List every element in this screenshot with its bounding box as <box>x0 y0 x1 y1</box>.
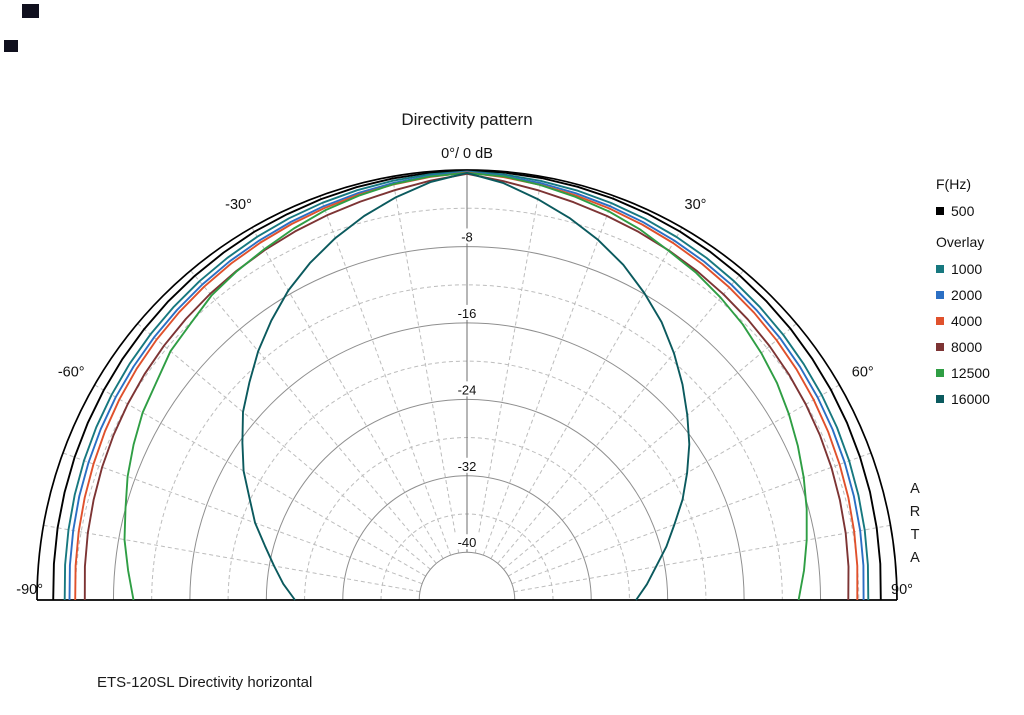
db-tick-label: -32 <box>458 459 477 474</box>
grid-spoke <box>508 384 840 577</box>
grid-spoke <box>511 452 872 585</box>
legend-item: 1000 <box>936 256 1022 282</box>
grid-spoke <box>391 176 460 554</box>
arta-letter: A <box>910 550 920 566</box>
legend-fhz-header: F(Hz) <box>936 176 971 192</box>
grid-spoke <box>474 176 543 554</box>
legend-swatch <box>936 291 944 299</box>
legend-swatch <box>936 343 944 351</box>
grid-spoke <box>43 524 421 593</box>
grid-ring-dashed <box>227 360 707 601</box>
legend-item-label: 12500 <box>951 365 990 381</box>
legend-item-label: 8000 <box>951 339 983 355</box>
screen-artifact <box>22 4 39 18</box>
angle-label: -90° <box>16 582 43 598</box>
db-tick-label: -16 <box>458 306 477 321</box>
grid-spoke <box>490 227 683 559</box>
grid-spoke <box>62 452 423 585</box>
chart-title: Directivity pattern <box>401 110 533 129</box>
arta-letter: T <box>910 527 920 543</box>
db-tick-label: -40 <box>458 535 477 550</box>
db-tick-mask <box>451 457 483 473</box>
apex-label: 0°/ 0 dB <box>441 146 493 162</box>
arta-letter: R <box>909 504 921 520</box>
grid-spoke <box>503 323 797 570</box>
screen-artifact <box>4 40 18 52</box>
db-tick-mask <box>451 534 483 550</box>
legend-item: 8000 <box>936 334 1022 360</box>
legend-swatch <box>936 395 944 403</box>
angle-label: 60° <box>852 365 874 381</box>
grid-spoke <box>251 227 444 559</box>
arta-watermark: A R T A <box>904 478 926 570</box>
db-tick-mask <box>451 228 483 244</box>
db-tick-mask <box>451 381 483 397</box>
angle-label: -30° <box>225 197 252 213</box>
legend-item: 4000 <box>936 308 1022 334</box>
db-tick-mask <box>451 304 483 320</box>
grid-ring-solid <box>418 551 516 601</box>
grid-spoke <box>497 270 744 564</box>
grid-spoke <box>482 195 615 556</box>
chart-caption: ETS-120SL Directivity horizontal <box>97 674 313 691</box>
legend-item: 500 <box>936 198 1022 224</box>
legend-primary-items: 500 <box>936 198 1022 224</box>
legend-swatch <box>936 265 944 273</box>
legend-item-label: 1000 <box>951 261 983 277</box>
db-tick-label: -24 <box>458 382 477 397</box>
legend-item-label: 16000 <box>951 391 990 407</box>
angle-label: 90° <box>891 582 913 598</box>
angle-label: -60° <box>58 365 85 381</box>
grid-spoke <box>513 524 891 593</box>
series-16000 <box>241 171 691 601</box>
arta-letter: A <box>910 481 920 497</box>
db-tick-label: -8 <box>461 229 473 244</box>
grid-spoke <box>319 195 452 556</box>
grid-ring-dashed <box>74 208 860 601</box>
legend-item: 16000 <box>936 386 1022 412</box>
legend-swatch <box>936 207 944 215</box>
legend-overlay-header: Overlay <box>936 234 985 250</box>
grid-ring-dashed <box>151 284 783 601</box>
legend-swatch <box>936 369 944 377</box>
grid-spoke <box>137 323 431 570</box>
angle-label: 30° <box>685 197 707 213</box>
grid-spoke <box>94 384 426 577</box>
legend: F(Hz) 500 Overlay 1000 2000 4000 8000 12500 1… <box>936 172 1022 412</box>
grid-spoke <box>190 270 437 564</box>
legend-item: 12500 <box>936 360 1022 386</box>
legend-item-label: 500 <box>951 203 975 219</box>
legend-overlay-items: 1000 2000 4000 8000 12500 16000 <box>936 256 1022 412</box>
legend-item-label: 2000 <box>951 287 983 303</box>
legend-item-label: 4000 <box>951 313 983 329</box>
legend-swatch <box>936 317 944 325</box>
legend-item: 2000 <box>936 282 1022 308</box>
